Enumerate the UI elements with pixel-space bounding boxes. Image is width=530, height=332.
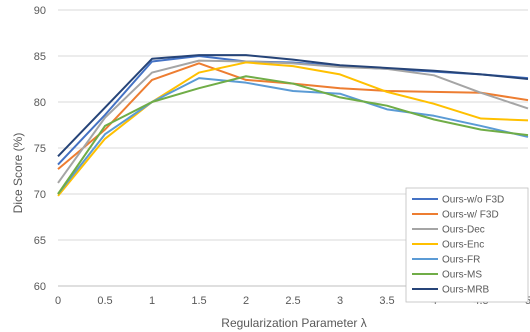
series-line-5 <box>57 75 529 195</box>
y-tick-label: 60 <box>34 281 46 293</box>
series-line-6 <box>57 54 529 157</box>
x-tick-label: 1.5 <box>191 295 206 307</box>
legend-label: Ours-MRB <box>442 285 490 296</box>
y-tick-label: 70 <box>34 189 46 201</box>
y-axis-label: Dice Score (%) <box>11 133 25 214</box>
x-tick-label: 3.5 <box>379 295 394 307</box>
y-tick-label: 75 <box>34 143 46 155</box>
x-tick-label: 2.5 <box>285 295 300 307</box>
y-tick-label: 80 <box>34 97 46 109</box>
legend-label: Ours-Enc <box>442 240 484 251</box>
series-lines <box>57 54 529 197</box>
legend-label: Ours-w/o F3D <box>442 195 504 206</box>
x-axis-label: Regularization Parameter λ <box>221 316 366 330</box>
legend: Ours-w/o F3D Ours-w/ F3D Ours-Dec Ours-Enc O… <box>405 187 529 303</box>
legend-label: Ours-FR <box>442 255 480 266</box>
series-line-1 <box>57 62 529 170</box>
y-axis-ticks: 60 65 70 75 80 85 90 <box>34 5 46 293</box>
y-tick-label: 90 <box>34 5 46 17</box>
x-tick-label: 1 <box>149 295 155 307</box>
x-tick-label: 0 <box>55 295 61 307</box>
x-tick-label: 3 <box>337 295 343 307</box>
y-tick-label: 85 <box>34 51 46 63</box>
y-tick-label: 65 <box>34 235 46 247</box>
legend-label: Ours-Dec <box>442 225 485 236</box>
legend-label: Ours-w/ F3D <box>442 210 499 221</box>
series-line-4 <box>57 77 529 195</box>
x-tick-label: 2 <box>243 295 249 307</box>
series-line-3 <box>57 61 529 197</box>
x-tick-label: 0.5 <box>97 295 112 307</box>
legend-label: Ours-MS <box>442 270 482 281</box>
series-line-2 <box>57 59 529 184</box>
